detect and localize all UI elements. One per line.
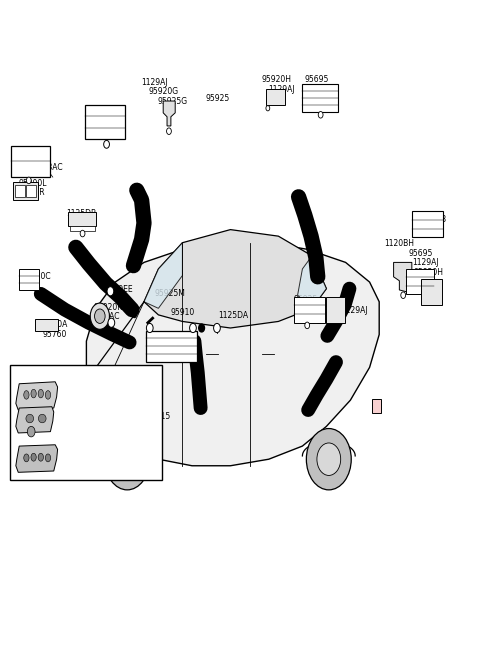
Circle shape <box>266 106 270 111</box>
Ellipse shape <box>38 453 44 461</box>
Polygon shape <box>16 407 54 433</box>
FancyBboxPatch shape <box>326 297 345 323</box>
Circle shape <box>26 177 31 184</box>
FancyBboxPatch shape <box>406 269 434 294</box>
Circle shape <box>107 287 114 296</box>
Text: 95415: 95415 <box>146 412 171 421</box>
Ellipse shape <box>45 390 51 399</box>
Circle shape <box>115 443 139 476</box>
Polygon shape <box>144 243 182 308</box>
Ellipse shape <box>31 389 36 398</box>
Text: 1129AJ: 1129AJ <box>341 306 367 315</box>
Text: 95920K: 95920K <box>94 302 123 312</box>
Circle shape <box>306 428 351 490</box>
Ellipse shape <box>31 453 36 461</box>
Polygon shape <box>394 262 412 292</box>
Text: 1125DR: 1125DR <box>66 209 96 218</box>
FancyBboxPatch shape <box>372 399 381 413</box>
Polygon shape <box>16 382 58 410</box>
Ellipse shape <box>45 454 51 462</box>
Text: 1129AJ: 1129AJ <box>142 77 168 87</box>
Circle shape <box>318 112 323 118</box>
Text: 95800L: 95800L <box>18 178 47 188</box>
Circle shape <box>105 428 150 490</box>
FancyBboxPatch shape <box>266 89 285 105</box>
Text: 95925: 95925 <box>205 94 230 103</box>
Circle shape <box>401 292 406 298</box>
Text: 95760: 95760 <box>42 330 67 339</box>
Text: 95695: 95695 <box>305 75 329 84</box>
Polygon shape <box>163 101 175 126</box>
FancyBboxPatch shape <box>35 319 58 331</box>
Text: 95790E: 95790E <box>87 119 117 128</box>
Ellipse shape <box>24 454 29 462</box>
Polygon shape <box>144 230 326 328</box>
Text: 95920G: 95920G <box>302 317 333 326</box>
FancyBboxPatch shape <box>11 146 50 177</box>
Circle shape <box>317 443 341 476</box>
FancyBboxPatch shape <box>13 182 38 200</box>
Text: 95930C: 95930C <box>22 272 51 281</box>
FancyBboxPatch shape <box>421 279 442 305</box>
Text: 95432: 95432 <box>105 405 129 415</box>
FancyBboxPatch shape <box>70 226 95 231</box>
Polygon shape <box>86 243 379 466</box>
Polygon shape <box>298 256 326 308</box>
Text: 1129AJ: 1129AJ <box>412 258 438 267</box>
FancyBboxPatch shape <box>68 212 96 226</box>
Circle shape <box>214 323 220 333</box>
Text: 1249GB: 1249GB <box>90 109 120 118</box>
Text: 95920G: 95920G <box>149 87 179 96</box>
Text: 95413A: 95413A <box>66 416 96 425</box>
Circle shape <box>167 128 171 134</box>
Text: 95920H: 95920H <box>262 75 292 84</box>
Circle shape <box>104 140 109 148</box>
Circle shape <box>90 303 109 329</box>
FancyBboxPatch shape <box>15 185 25 197</box>
Ellipse shape <box>91 398 106 409</box>
FancyBboxPatch shape <box>10 365 162 480</box>
Circle shape <box>199 324 204 332</box>
Text: 1141AC: 1141AC <box>90 312 120 321</box>
Text: 95920H: 95920H <box>414 268 444 277</box>
Text: 1129AJ: 1129AJ <box>268 85 294 94</box>
Text: 1338AC: 1338AC <box>34 163 63 172</box>
FancyBboxPatch shape <box>412 211 443 237</box>
Circle shape <box>146 323 153 333</box>
Text: 95800R: 95800R <box>15 188 45 197</box>
Circle shape <box>95 309 105 323</box>
Ellipse shape <box>26 415 34 423</box>
Text: 1120BH: 1120BH <box>384 239 414 248</box>
Text: 95910: 95910 <box>170 308 195 317</box>
Text: 1125DA: 1125DA <box>218 311 249 320</box>
Ellipse shape <box>24 390 29 399</box>
Ellipse shape <box>38 415 46 423</box>
Circle shape <box>27 426 35 437</box>
Text: 95925: 95925 <box>294 295 318 304</box>
Circle shape <box>190 323 196 333</box>
Circle shape <box>132 312 136 318</box>
Text: 91421B: 91421B <box>418 215 447 224</box>
FancyBboxPatch shape <box>302 84 338 112</box>
Ellipse shape <box>38 389 44 398</box>
Text: 95820A: 95820A <box>38 320 68 329</box>
FancyBboxPatch shape <box>85 105 125 139</box>
Text: 95925G: 95925G <box>300 306 330 315</box>
Text: 95925G: 95925G <box>157 97 188 106</box>
FancyBboxPatch shape <box>146 331 197 362</box>
FancyBboxPatch shape <box>19 269 39 290</box>
Circle shape <box>80 230 85 237</box>
Polygon shape <box>16 445 58 472</box>
FancyBboxPatch shape <box>294 297 325 323</box>
Text: 95925M: 95925M <box>155 289 185 298</box>
Text: 95800K: 95800K <box>11 148 40 157</box>
FancyBboxPatch shape <box>26 185 36 197</box>
Text: 95695: 95695 <box>409 249 433 258</box>
Text: 95925: 95925 <box>311 96 336 105</box>
Circle shape <box>108 318 115 327</box>
Text: 1129EE: 1129EE <box>105 285 133 294</box>
Circle shape <box>305 322 310 329</box>
